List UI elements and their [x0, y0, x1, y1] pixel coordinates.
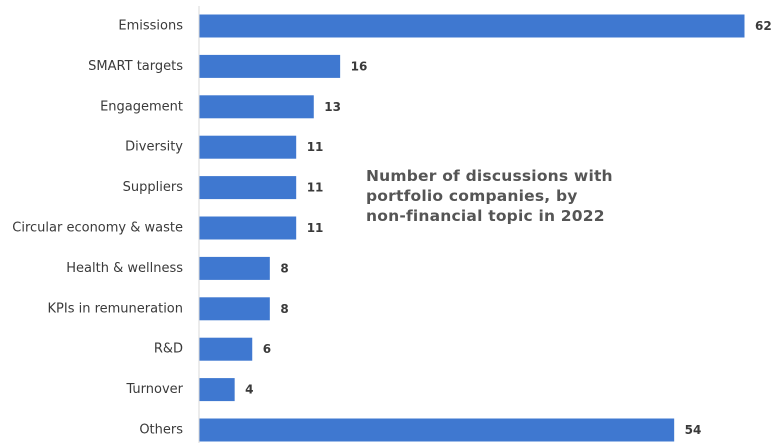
bar-9 — [199, 378, 235, 402]
category-label: SMART targets — [88, 59, 183, 74]
bar-7 — [199, 297, 270, 321]
value-label: 54 — [685, 423, 702, 437]
chart-title: Number of discussions with portfolio com… — [366, 166, 666, 226]
category-label: Suppliers — [123, 180, 184, 195]
value-label: 6 — [263, 342, 271, 356]
chart-title-line-2: portfolio companies, by — [366, 187, 578, 205]
bar-10 — [199, 418, 675, 442]
bar-1 — [199, 54, 341, 78]
chart-title-line-1: Number of discussions with — [366, 167, 613, 185]
value-label: 11 — [307, 140, 324, 154]
value-label: 16 — [351, 59, 368, 73]
category-label: Diversity — [125, 140, 183, 155]
category-label: KPIs in remuneration — [48, 301, 184, 316]
bar-3 — [199, 135, 297, 159]
value-label: 8 — [280, 302, 288, 316]
value-label: 8 — [280, 261, 288, 275]
value-label: 11 — [307, 181, 324, 195]
bar-4 — [199, 176, 297, 200]
bars-group — [199, 14, 745, 442]
chart-title-line-3: non-financial topic in 2022 — [366, 207, 605, 225]
value-label: 62 — [755, 19, 772, 33]
value-labels-group: 62 16 13 11 11 11 8 8 6 4 54 — [245, 19, 772, 437]
category-labels-group: Emissions SMART targets Engagement Diversit… — [12, 19, 183, 438]
bar-6 — [199, 256, 270, 280]
category-label: Circular economy & waste — [12, 221, 183, 236]
value-label: 13 — [324, 100, 341, 114]
category-label: Emissions — [118, 19, 183, 34]
bar-0 — [199, 14, 745, 38]
bar-5 — [199, 216, 297, 240]
category-label: R&D — [154, 342, 183, 357]
value-label: 4 — [245, 383, 253, 397]
bar-8 — [199, 337, 253, 361]
category-label: Others — [139, 423, 183, 438]
bar-2 — [199, 95, 314, 119]
value-label: 11 — [307, 221, 324, 235]
category-label: Turnover — [125, 382, 183, 397]
category-label: Engagement — [100, 99, 183, 114]
category-label: Health & wellness — [66, 261, 183, 276]
